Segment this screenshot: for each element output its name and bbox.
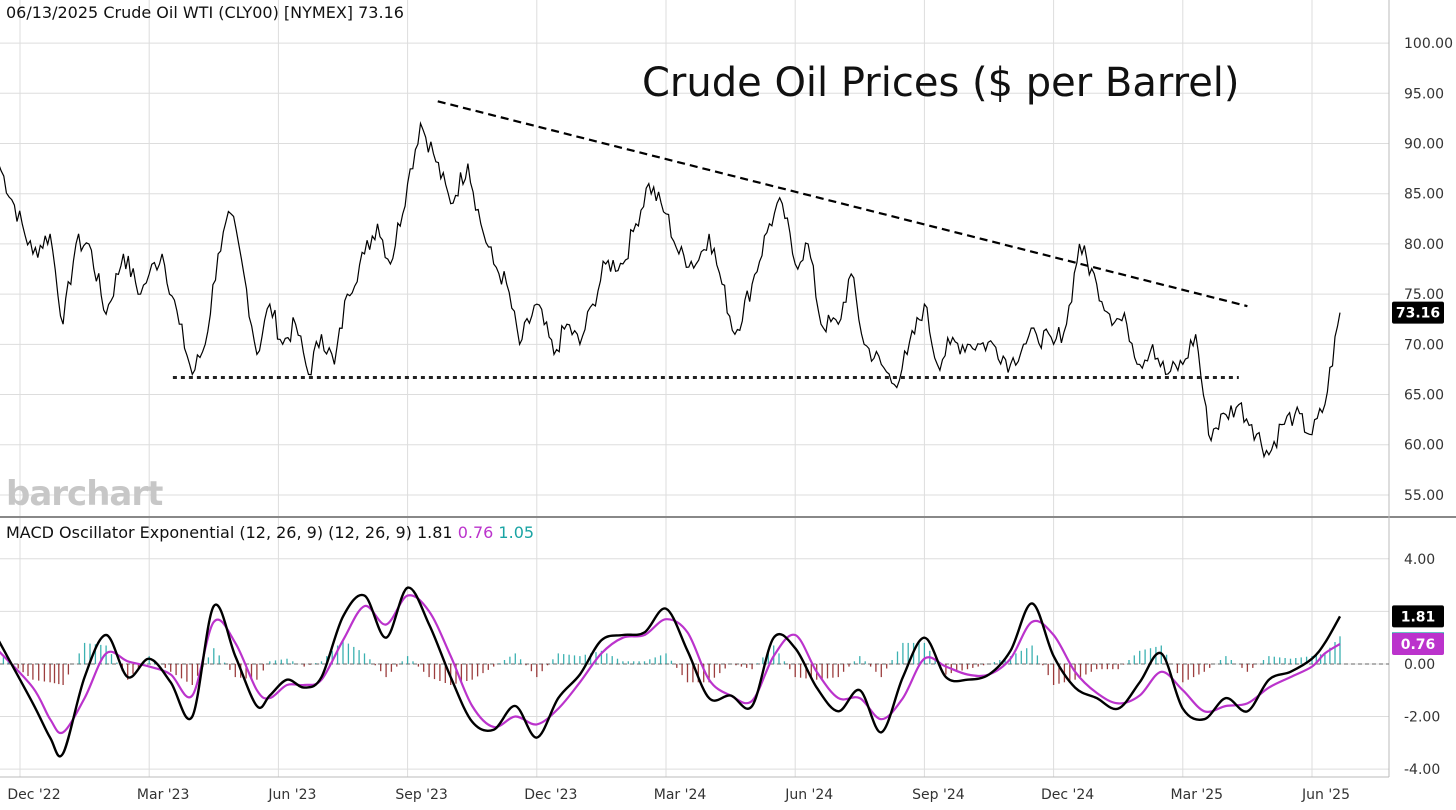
chart-header: 06/13/2025 Crude Oil WTI (CLY00) [NYMEX]… [6,3,404,22]
price-tick-label: 100.00 [1404,36,1453,52]
price-tick-label: 60.00 [1404,438,1444,454]
signal-tag: 0.76 [1401,637,1436,653]
macd-tag: 1.81 [1401,609,1436,625]
last-price-tag-bg [1392,301,1444,324]
signal-value: 0.76 [457,523,494,542]
x-tick-label: Jun '24 [784,787,833,803]
x-tick-label: Mar '25 [1171,787,1224,803]
chart-title: Crude Oil Prices ($ per Barrel) [642,60,1240,106]
price-tick-label: 55.00 [1404,488,1444,504]
price-tick-label: 95.00 [1404,86,1444,102]
macd-histogram [2,636,1341,685]
macd-label: MACD Oscillator Exponential (12, 26, 9) … [6,523,412,542]
x-tick-label: Sep '23 [395,787,448,803]
macd-tick-label: -2.00 [1404,710,1440,726]
barchart-watermark: barchart [6,474,163,514]
price-tick-label: 90.00 [1404,136,1444,152]
macd-line [0,586,1342,758]
x-tick-label: Dec '22 [7,787,60,803]
price-tick-label: 85.00 [1404,187,1444,203]
macd-tag-bg [1392,605,1444,628]
price-tick-label: 75.00 [1404,287,1444,303]
header-date: 06/13/2025 [6,3,99,22]
macd-header: MACD Oscillator Exponential (12, 26, 9) … [6,523,534,542]
header-symbol: Crude Oil WTI (CLY00) [NYMEX] [103,3,354,22]
x-tick-label: Mar '24 [654,787,707,803]
macd-value: 1.81 [416,523,453,542]
macd-tick-label: -4.00 [1404,762,1440,778]
series-layer [0,100,1342,758]
price-tick-label: 70.00 [1404,337,1444,353]
x-tick-label: Sep '24 [912,787,965,803]
x-tick-label: Jun '25 [1301,787,1350,803]
hist-value: 1.05 [498,523,535,542]
x-tick-label: Mar '23 [137,787,190,803]
price-tick-label: 80.00 [1404,237,1444,253]
axis-layer: 100.00 95.00 90.00 85.00 80.00 75.00 70.00 65.0… [7,36,1453,803]
x-tick-label: Dec '24 [1041,787,1094,803]
x-tick-label: Jun '23 [267,787,316,803]
resistance-trendline [437,100,1248,308]
signal-tag-bg [1392,632,1444,655]
macd-tick-label: 0.00 [1404,657,1435,673]
header-last: 73.16 [358,3,404,22]
grid [0,0,1456,778]
price-tick-label: 65.00 [1404,388,1444,404]
x-tick-label: Dec '23 [524,787,577,803]
price-line [0,121,1341,459]
last-price-tag: 73.16 [1396,306,1440,322]
macd-tick-label: 4.00 [1404,552,1435,568]
